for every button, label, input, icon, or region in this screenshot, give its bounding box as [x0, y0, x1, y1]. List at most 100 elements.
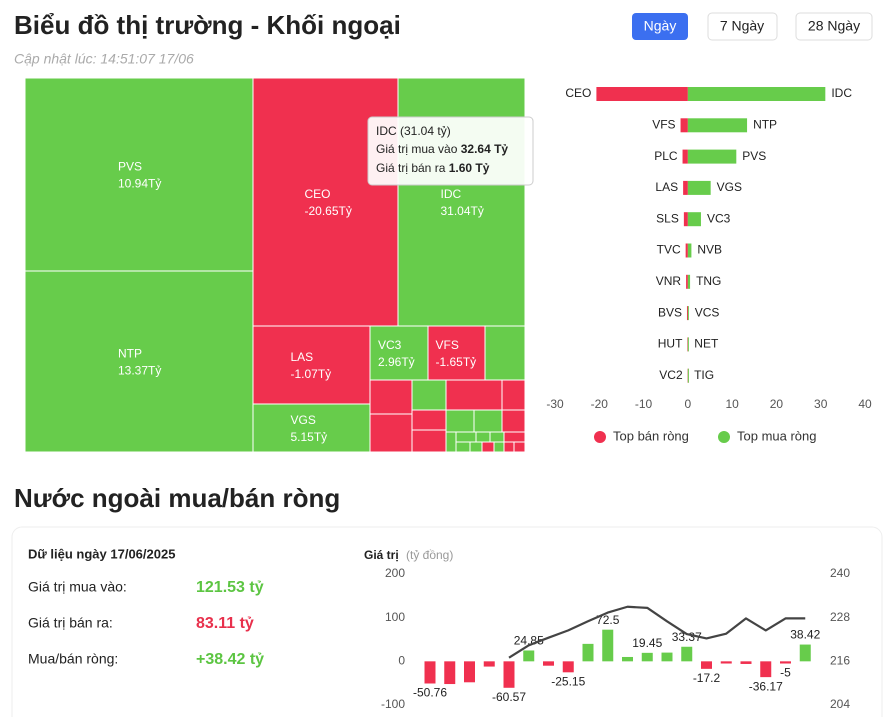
value-label: -17.2: [693, 671, 721, 685]
category-label: TNG: [696, 274, 721, 288]
combo-chart: Giá trị (tỷ đồng) -100 0 100 200 204 216 228 240 -…: [364, 548, 850, 711]
x-tick-label: 0: [685, 397, 692, 411]
cell-name: PVS: [118, 160, 142, 174]
range-button[interactable]: [632, 13, 688, 40]
x-tick-label: 40: [858, 397, 872, 411]
y2-tick-label: 228: [830, 610, 850, 624]
category-label: VNR: [656, 274, 682, 288]
bar: [687, 337, 689, 352]
x-tick-label: -20: [591, 397, 609, 411]
x-tick-label: 10: [725, 397, 739, 411]
bar: [687, 212, 701, 227]
tooltip-line: Giá trị bán ra 1.60 Tỷ: [376, 161, 490, 175]
bar: [641, 652, 653, 662]
bar: [444, 661, 456, 685]
section-title: Nước ngoài mua/bán ròng: [14, 483, 340, 513]
bar: [682, 149, 688, 164]
cell-name: VC3: [378, 338, 402, 352]
x-tick-label: 30: [814, 397, 828, 411]
bar: [683, 180, 688, 195]
y-axis-unit: (tỷ đồng): [406, 548, 453, 562]
y2-tick-label: 216: [830, 654, 850, 668]
treemap-cell: [445, 379, 503, 411]
legend-marker: [718, 431, 730, 443]
category-label: TVC: [657, 243, 681, 257]
treemap-cell: [24, 77, 254, 272]
treemap-cell: [252, 403, 371, 453]
summary-value: +38.42 tỷ: [196, 651, 264, 668]
value-label: -5: [780, 666, 791, 680]
tooltip: IDC (31.04 tỷ) Giá trị mua vào 32.64 Tỷ …: [367, 116, 534, 186]
bar: [687, 180, 711, 195]
cell-name: NTP: [118, 347, 142, 361]
treemap-cell: [455, 431, 477, 443]
treemap-cell: [411, 409, 447, 431]
bar: [523, 650, 535, 662]
range-label[interactable]: Ngày: [644, 18, 677, 34]
cell-name: IDC: [441, 187, 462, 201]
bar: [661, 652, 673, 662]
summary-value: 121.53 tỷ: [196, 579, 264, 596]
y-axis-title: Giá trị: [364, 548, 399, 562]
x-tick-label: 20: [770, 397, 784, 411]
y2-tick-label: 204: [830, 697, 850, 711]
bar: [424, 661, 436, 684]
category-label: NET: [694, 337, 719, 351]
tooltip-title: IDC (31.04 tỷ): [376, 124, 451, 138]
y-tick-label: 200: [385, 566, 405, 580]
treemap-cell: [369, 413, 413, 453]
bar: [740, 661, 752, 664]
bar: [681, 646, 693, 662]
value-label: 38.42: [790, 628, 820, 642]
bar: [680, 118, 688, 133]
category-label: HUT: [658, 337, 683, 351]
summary-date: Dữ liệu ngày 17/06/2025: [28, 546, 175, 561]
category-label: BVS: [658, 305, 682, 319]
value-label: -36.17: [749, 679, 783, 693]
treemap-cell: [24, 270, 254, 453]
value-label: 19.45: [632, 636, 662, 650]
value-label: -50.76: [413, 686, 447, 700]
category-label: VFS: [652, 117, 675, 131]
range-label[interactable]: 28 Ngày: [808, 18, 860, 34]
treemap-cell: [484, 325, 526, 381]
cell-name: VFS: [436, 338, 459, 352]
category-label: IDC: [831, 86, 852, 100]
category-label: NVB: [697, 243, 722, 257]
value-label: -25.15: [551, 674, 585, 688]
legend-label: Top mua ròng: [737, 428, 817, 443]
bar: [686, 274, 688, 289]
summary-label: Giá trị mua vào:: [28, 579, 127, 595]
treemap-cell: [475, 431, 491, 443]
category-label: VC3: [707, 211, 731, 225]
bar: [503, 661, 515, 688]
bar: [799, 644, 811, 662]
treemap-cell: [397, 77, 526, 327]
bar: [687, 243, 692, 258]
bar: [683, 212, 688, 227]
category-label: VGS: [717, 180, 742, 194]
category-label: SLS: [656, 211, 679, 225]
value-label: 24.85: [514, 634, 544, 648]
legend-marker: [594, 431, 606, 443]
tooltip-line: Giá trị mua vào 32.64 Tỷ: [376, 142, 508, 156]
category-label: LAS: [655, 180, 678, 194]
range-button[interactable]: [795, 12, 873, 41]
update-time: Cập nhật lúc: 14:51:07 17/06: [14, 51, 194, 67]
treemap-cell: [369, 379, 413, 415]
bar: [464, 661, 475, 683]
bar: [483, 661, 495, 667]
value-label: 72.5: [596, 613, 620, 627]
bar: [685, 243, 688, 258]
treemap-cell: [481, 441, 495, 453]
range-label[interactable]: 7 Ngày: [720, 18, 764, 34]
butterfly-chart: -30 -20 -10 0 10 20 30 40 CEO VFS PLC LAS SLS TVC VNR B…: [546, 86, 872, 443]
bar: [686, 306, 688, 321]
category-label: TIG: [694, 368, 714, 382]
range-button[interactable]: [707, 12, 778, 41]
bar: [780, 661, 791, 664]
treemap-cell: [427, 325, 486, 381]
cell-value: 13.37Tỷ: [118, 364, 161, 378]
y2-tick-label: 240: [830, 566, 850, 580]
